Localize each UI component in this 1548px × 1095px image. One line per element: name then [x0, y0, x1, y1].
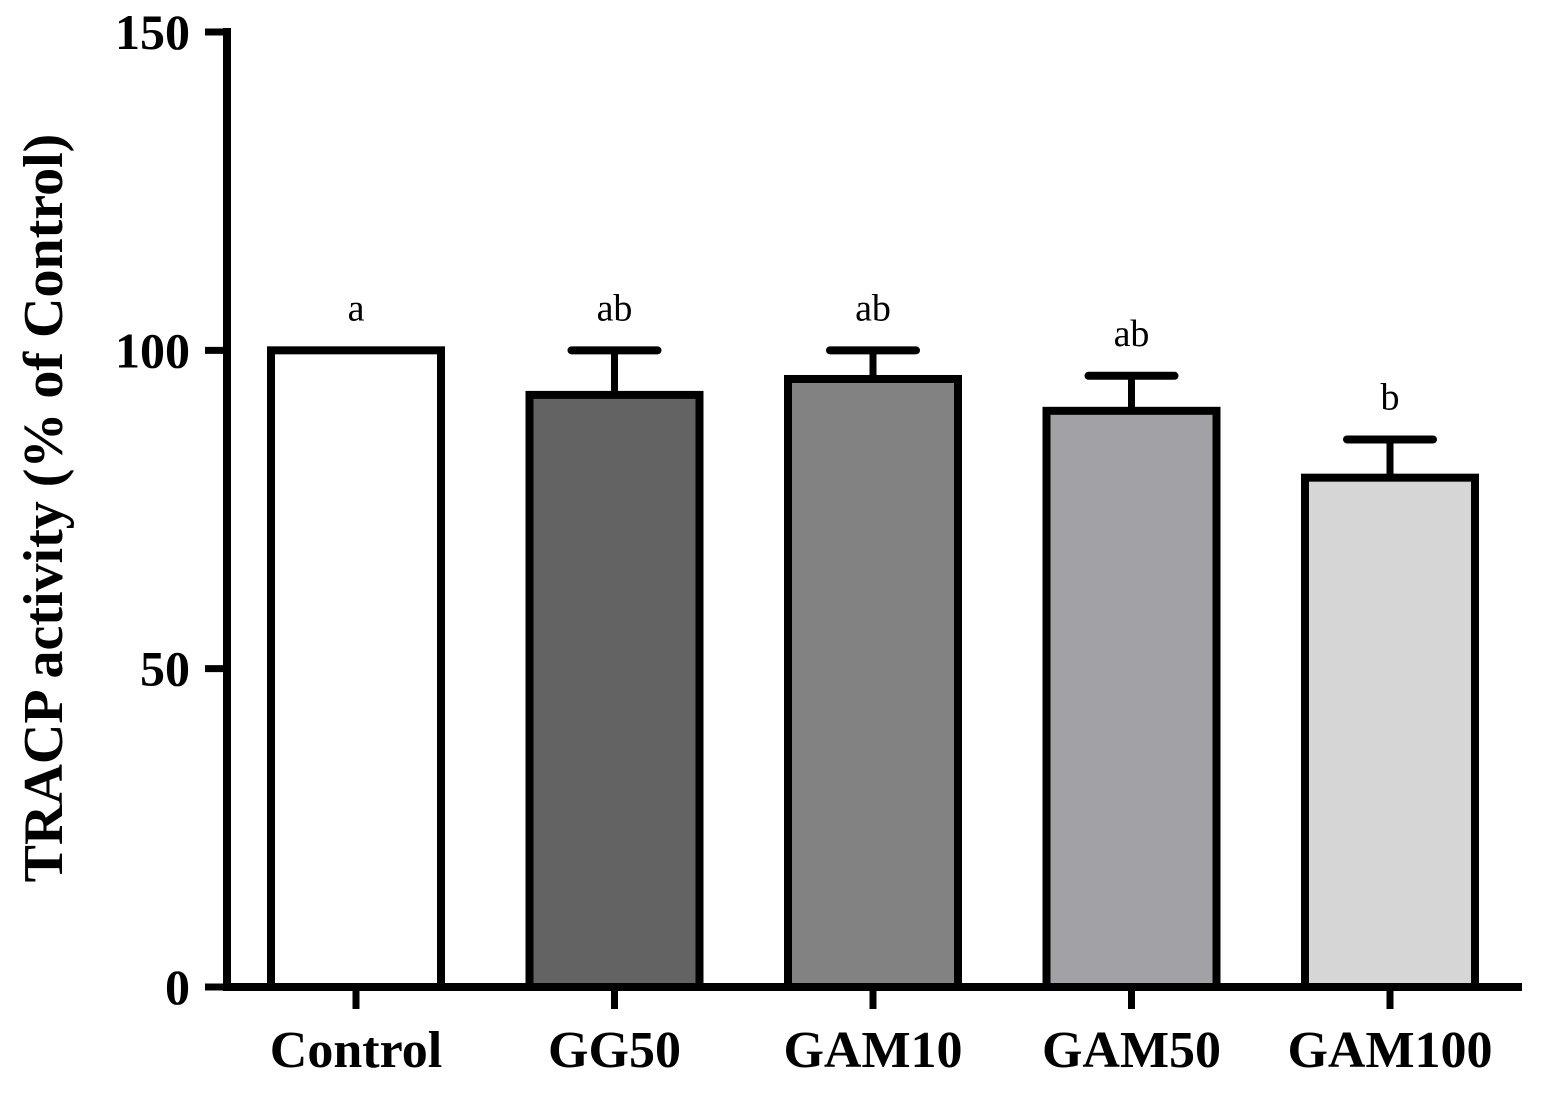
- significance-label-gam50: ab: [1114, 313, 1150, 355]
- significance-label-gam10: ab: [855, 287, 891, 329]
- bar-gam50: [1042, 406, 1221, 992]
- y-axis-title: TRACP activity (% of Control): [13, 134, 75, 883]
- y-tick-label-150: 150: [115, 4, 190, 60]
- axes-layer: [205, 28, 1522, 1009]
- bar-gg50: [525, 390, 704, 991]
- labels-layer: a Control ab GG50 ab GAM10 ab GAM50 b GAM100 0 50 10…: [115, 4, 1493, 1079]
- x-tick-label-gam10: GAM10: [783, 1022, 962, 1079]
- x-tick-label-control: Control: [270, 1022, 442, 1079]
- error-bars-layer: [567, 346, 1437, 478]
- x-tick-label-gam50: GAM50: [1042, 1022, 1221, 1079]
- significance-label-control: a: [348, 287, 365, 329]
- y-tick-label-0: 0: [165, 959, 190, 1015]
- bar-gam10: [784, 374, 962, 991]
- significance-label-gam100: b: [1381, 376, 1400, 418]
- y-tick-label-50: 50: [140, 641, 190, 697]
- y-tick-label-100: 100: [115, 322, 190, 378]
- x-tick-label-gg50: GG50: [548, 1022, 681, 1079]
- bar-control: [267, 346, 445, 992]
- significance-label-gg50: ab: [597, 287, 633, 329]
- x-tick-label-gam100: GAM100: [1287, 1022, 1492, 1079]
- bars-layer: [267, 346, 1479, 992]
- bar-gam100: [1301, 473, 1479, 991]
